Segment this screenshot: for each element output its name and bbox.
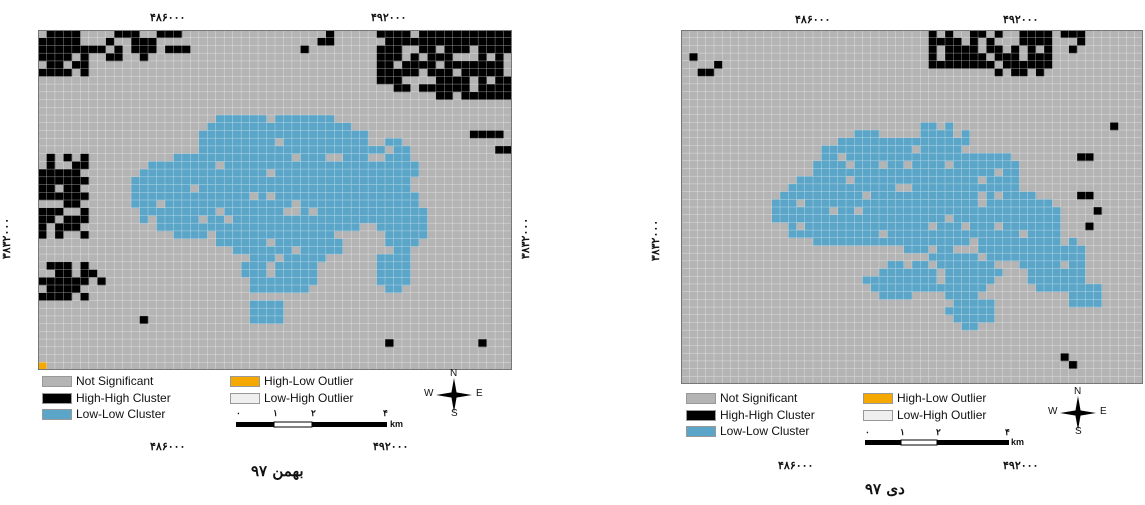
scale-tick: ۰ (865, 427, 870, 437)
legend-swatch (42, 375, 72, 387)
x-tick-top-2: ۴۹۲۰۰۰ (1003, 14, 1039, 26)
legend-swatch (863, 392, 893, 404)
compass-s: S (1075, 426, 1082, 437)
legend-label: High-Low Outlier (897, 391, 987, 405)
legend-item-high-high: High-High Cluster (686, 408, 815, 422)
map-caption: بهمن ۹۷ (251, 462, 304, 480)
x-tick-bottom-1: ۴۸۶۰۰۰ (150, 441, 186, 453)
legend-label: High-High Cluster (76, 391, 171, 405)
compass-e: E (1100, 406, 1107, 417)
legend-item-low-low: Low-Low Cluster (42, 407, 165, 421)
legend-swatch (42, 408, 72, 420)
x-tick-top-2: ۴۹۲۰۰۰ (371, 12, 407, 24)
map-panel-left: ۴۸۶۰۰۰ ۴۹۲۰۰۰ ۳۸۳۲۰۰۰ ۳۸۳۲۰۰۰ Not Signif… (0, 0, 540, 505)
legend: Not Significant High-High Cluster Low-Lo… (42, 374, 402, 424)
legend-item-high-low: High-Low Outlier (230, 374, 353, 388)
raster-grid (38, 30, 512, 370)
scale-tick: ۱ (273, 408, 278, 418)
raster-grid (681, 30, 1143, 384)
legend-item-low-low: Low-Low Cluster (686, 424, 809, 438)
scale-tick: ۴ (383, 408, 388, 418)
legend-label: Low-Low Cluster (76, 407, 166, 421)
legend: Not Significant High-High Cluster Low-Lo… (686, 391, 1036, 441)
compass-icon (1060, 396, 1096, 430)
legend-swatch (42, 392, 72, 404)
scale-bar: ۰ ۱ ۲ ۴ km (236, 408, 436, 430)
compass-n: N (1074, 386, 1082, 397)
y-tick-left: ۳۸۳۲۰۰۰ (650, 219, 663, 262)
north-arrow: N S W E (1042, 386, 1114, 437)
legend-swatch (686, 392, 716, 404)
legend-swatch (230, 392, 260, 404)
scale-bar: ۰ ۱ ۲ ۴ km (865, 427, 1065, 449)
legend-label: High-High Cluster (720, 408, 815, 422)
x-tick-bottom-2: ۴۹۲۰۰۰ (373, 441, 409, 453)
x-tick-bottom-2: ۴۹۲۰۰۰ (1003, 460, 1039, 472)
legend-label: Not Significant (76, 374, 154, 388)
scale-tick: ۰ (236, 408, 241, 418)
north-arrow: N S W E (418, 368, 490, 419)
map-caption: دی ۹۷ (865, 480, 905, 498)
compass-e: E (476, 388, 483, 399)
compass-icon (436, 378, 472, 412)
legend-label: Low-High Outlier (264, 391, 354, 405)
legend-swatch (686, 425, 716, 437)
legend-label: Low-Low Cluster (720, 424, 810, 438)
legend-item-low-high: Low-High Outlier (230, 391, 353, 405)
legend-item-low-high: Low-High Outlier (863, 408, 986, 422)
x-tick-top-1: ۴۸۶۰۰۰ (150, 12, 186, 24)
scale-bar-bars (865, 439, 1009, 446)
compass-n: N (450, 368, 458, 379)
legend-item-not-significant: Not Significant (42, 374, 153, 388)
x-tick-bottom-1: ۴۸۶۰۰۰ (778, 460, 814, 472)
map-panel-right: ۴۸۶۰۰۰ ۴۹۲۰۰۰ ۳۸۳۲۰۰۰ ۳۸۳۲۰۰۰ Not Signif… (645, 0, 1145, 505)
scale-tick: ۴ (1005, 427, 1010, 437)
legend-item-high-high: High-High Cluster (42, 391, 171, 405)
scale-unit: km (1011, 437, 1025, 447)
legend-swatch (863, 409, 893, 421)
y-tick-left: ۳۸۳۲۰۰۰ (1, 217, 14, 260)
x-tick-top-1: ۴۸۶۰۰۰ (795, 14, 831, 26)
legend-label: Low-High Outlier (897, 408, 987, 422)
legend-item-high-low: High-Low Outlier (863, 391, 986, 405)
legend-swatch (230, 375, 260, 387)
legend-label: High-Low Outlier (264, 374, 354, 388)
scale-tick: ۲ (936, 427, 941, 437)
legend-swatch (686, 409, 716, 421)
compass-w: W (424, 388, 434, 399)
scale-bar-bars (236, 421, 387, 428)
legend-label: Not Significant (720, 391, 798, 405)
compass-w: W (1048, 406, 1058, 417)
compass-s: S (451, 408, 458, 419)
legend-item-not-significant: Not Significant (686, 391, 797, 405)
y-tick-right: ۳۸۳۲۰۰۰ (520, 217, 533, 260)
scale-unit: km (390, 419, 404, 429)
scale-tick: ۱ (900, 427, 905, 437)
scale-tick: ۲ (311, 408, 316, 418)
